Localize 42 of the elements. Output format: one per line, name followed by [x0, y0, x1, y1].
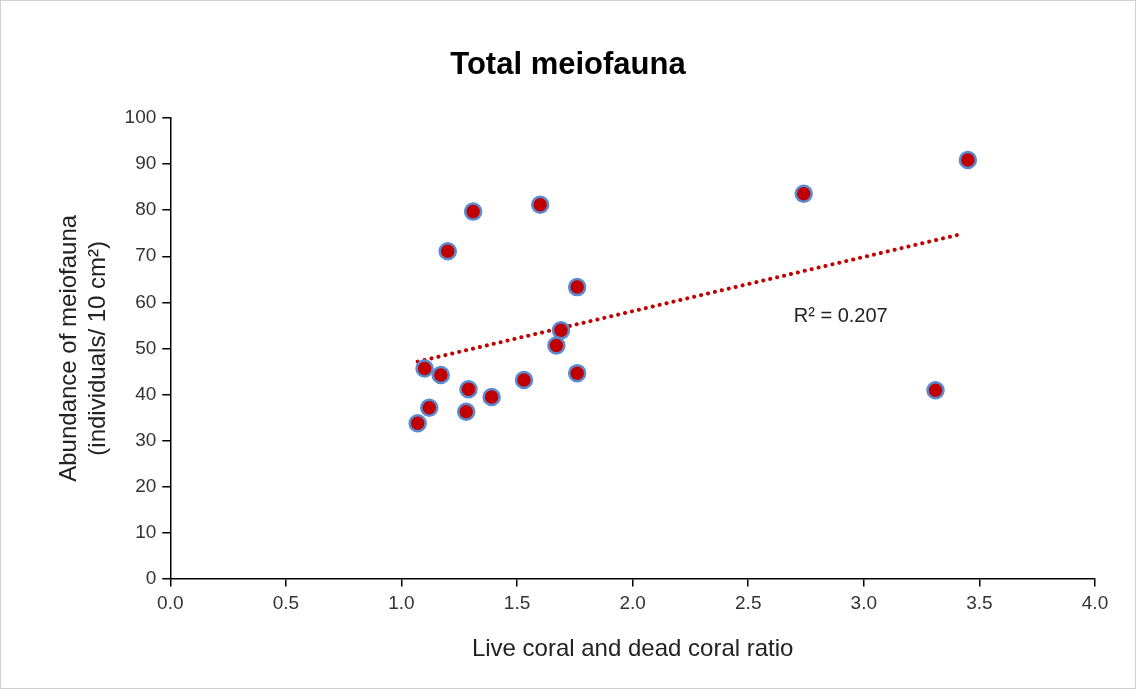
y-tick-label: 10 [135, 520, 157, 542]
x-tick-label: 0.0 [157, 592, 184, 614]
point [547, 336, 566, 355]
y-tick-label: 60 [135, 290, 157, 312]
point [456, 402, 476, 422]
y-tick-label: 90 [135, 152, 157, 174]
x-tick-label: 0.5 [272, 592, 300, 614]
x-axis-title: Live coral and dead coral ratio [471, 634, 794, 662]
y-tick-label: 40 [135, 382, 157, 404]
y-tick-label: 50 [135, 336, 157, 358]
x-tick-label: 3.0 [850, 592, 878, 614]
point [419, 398, 439, 417]
x-tick-label: 2.5 [735, 592, 762, 614]
point [514, 370, 534, 390]
point [530, 195, 550, 214]
point [459, 380, 478, 399]
point [567, 277, 587, 297]
point [567, 363, 587, 383]
y-tick-label: 80 [135, 198, 157, 220]
point [408, 414, 427, 433]
x-tick-label: 1.0 [388, 592, 415, 614]
point [431, 365, 451, 385]
x-tick-label: 1.5 [503, 592, 531, 614]
point [438, 241, 457, 261]
point [551, 321, 571, 340]
y-tick-label: 70 [135, 244, 157, 266]
point [415, 359, 434, 378]
x-tick-label: 4.0 [1081, 592, 1109, 614]
y-tick-label: 0 [145, 566, 157, 588]
point [926, 380, 945, 400]
x-tick-label: 2.0 [619, 592, 646, 614]
point [482, 387, 501, 407]
y-tick-label: 100 [124, 106, 157, 128]
annotation: R² = 0.207 [793, 303, 888, 326]
point [794, 184, 813, 203]
y-tick-label: 20 [135, 474, 157, 496]
y-axis-title: Abundance of meiofauna (individuals/ 10 cm²) [54, 214, 110, 482]
chart-title: Total meiofauna [450, 46, 687, 82]
y-tick-label: 30 [135, 428, 157, 450]
x-tick-label: 3.5 [966, 592, 993, 614]
point [463, 202, 483, 221]
point [958, 150, 978, 170]
